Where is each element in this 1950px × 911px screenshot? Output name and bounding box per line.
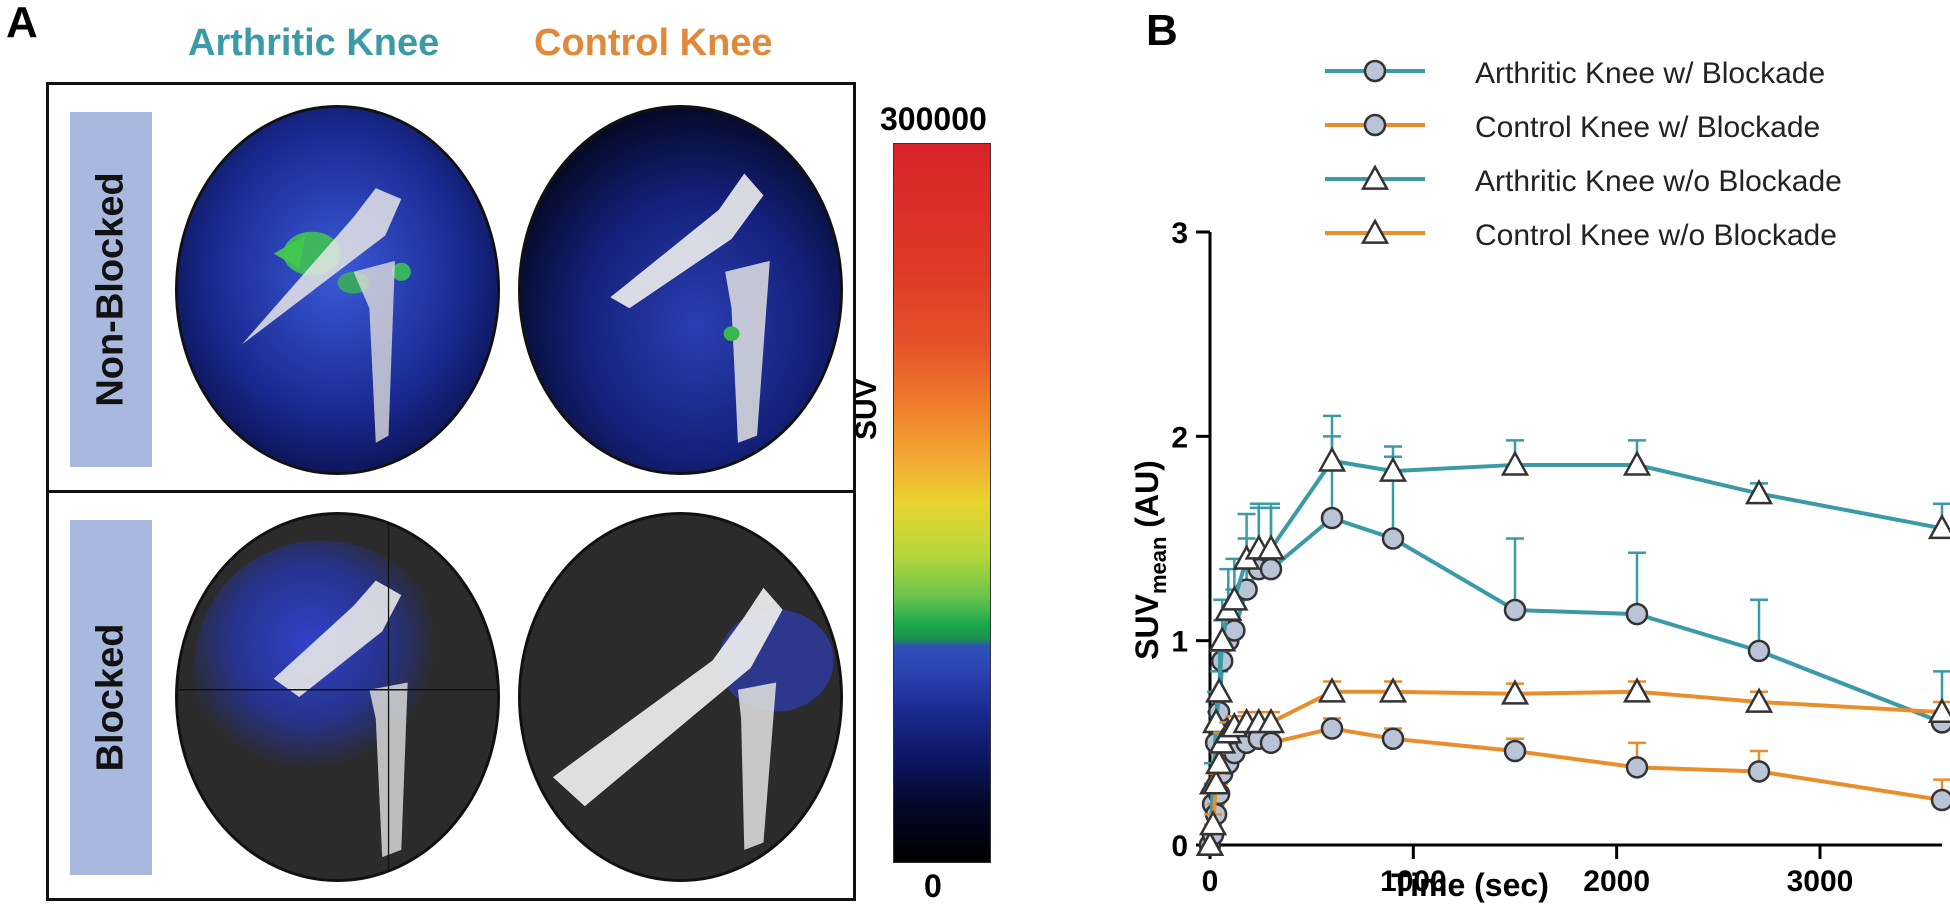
data-point [1208,626,1237,652]
legend-label: Arthritic Knee w/ Blockade [1475,57,1825,90]
data-point [1195,830,1225,856]
data-point [1259,731,1283,755]
legend-label: Arthritic Knee w/o Blockade [1475,165,1842,198]
data-point [1256,534,1286,560]
data-point [1930,788,1950,812]
data-point [1381,727,1405,750]
data-point [1256,707,1286,734]
y-axis-label: SUVmean (AU) [1129,460,1171,660]
y-axis-unit: (AU) [1129,460,1165,536]
data-point [1622,450,1652,476]
data-point [1503,739,1527,763]
series-1 [1198,717,1950,857]
legend-marker [1360,164,1390,190]
column-title-control: Control Knee [534,22,773,64]
y-tick-label: 3 [1171,217,1188,250]
column-title-arthritic: Arthritic Knee [188,22,440,64]
imaging-frame-bottom [46,490,856,901]
row-label-non-blocked: Non-Blocked [70,112,152,467]
series-line [1208,515,1943,846]
data-point [1201,769,1231,795]
series-0 [1198,435,1950,857]
data-point [1744,687,1774,713]
legend-entry: Control Knee w/ Blockade [1325,111,1820,144]
y-tick-label: 1 [1171,626,1188,659]
series-line [1208,458,1943,846]
data-point [1320,717,1344,740]
data-point [1220,585,1249,611]
data-point [1744,478,1774,505]
data-point [1927,697,1950,724]
data-point [1205,748,1234,775]
x-tick-label: 1000 [1380,865,1447,898]
data-point [1317,446,1347,472]
data-point [1622,677,1652,703]
series-line [1208,726,1943,846]
data-point [1503,598,1527,622]
data-point [1381,527,1405,550]
panel-label-a: A [6,0,38,47]
legend-label: Control Knee w/o Blockade [1475,219,1837,252]
data-point [1927,513,1950,540]
x-axis-label: Time (sec) [1391,867,1549,903]
legend-marker [1363,113,1387,137]
scan-control-non-blocked [518,105,843,475]
data-point [1198,809,1228,836]
data-point [1259,557,1283,581]
row-label-blocked: Blocked [70,520,152,875]
legend-marker [1363,59,1387,83]
y-tick-label: 0 [1171,830,1188,863]
data-point [1747,760,1771,783]
colorbar-max-label: 300000 [880,101,987,137]
data-point [1317,677,1347,703]
colorbar [893,143,991,863]
colorbar-min-label: 0 [924,868,942,904]
legend-entry: Arthritic Knee w/ Blockade [1325,57,1825,90]
scan-arthritic-blocked [175,512,500,882]
x-tick-label: 0 [1202,865,1219,898]
legend-marker [1360,218,1390,244]
scan-control-blocked [518,512,843,882]
data-point [1205,677,1234,703]
data-point [1378,677,1408,703]
legend-entry: Control Knee w/o Blockade [1325,218,1837,252]
data-point [1378,456,1408,482]
scan-arthritic-non-blocked [175,105,500,475]
data-point [1625,756,1649,779]
y-tick-label: 2 [1171,421,1188,454]
legend-entry: Arthritic Knee w/o Blockade [1325,164,1842,198]
series-line [1208,689,1943,846]
data-point [1500,679,1530,705]
legend-label: Control Knee w/ Blockade [1475,111,1820,144]
panel-label-b: B [1146,6,1178,55]
x-tick-label: 3000 [1787,865,1854,898]
data-point [1625,602,1649,626]
series-2 [1195,414,1950,856]
series-3 [1195,677,1950,856]
data-point [1320,506,1344,530]
data-point [1747,639,1771,663]
x-tick-label: 2000 [1583,865,1650,898]
data-point [1500,450,1530,476]
legend: Arthritic Knee w/ Blockade Control Knee w… [1325,57,1842,252]
